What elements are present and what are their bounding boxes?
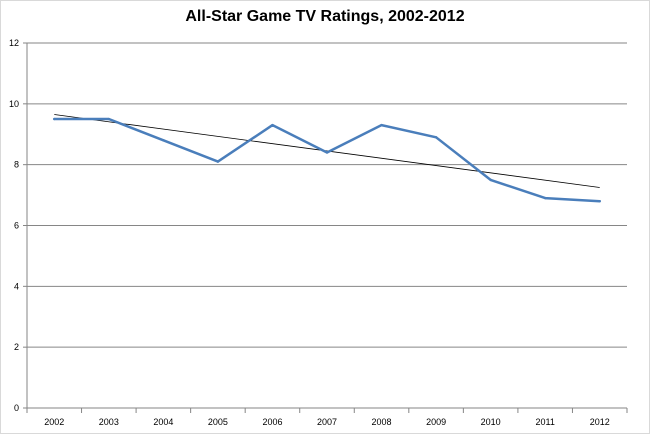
data-point (489, 178, 492, 182)
y-tick-label: 2 (14, 342, 19, 352)
y-tick-label: 0 (14, 403, 19, 413)
x-tick-label: 2004 (153, 417, 173, 427)
series-layer (53, 117, 601, 203)
data-point (271, 123, 274, 127)
y-tick-label: 8 (14, 160, 19, 170)
y-tick-label: 12 (9, 38, 19, 48)
data-point (325, 151, 329, 154)
x-tick-label: 2005 (208, 417, 228, 427)
chart-title: All-Star Game TV Ratings, 2002-2012 (185, 8, 465, 25)
trendline-layer (54, 114, 600, 188)
x-tick-label: 2006 (262, 417, 282, 427)
y-axis-tick-labels: 0 2 4 6 8 10 12 (9, 38, 19, 413)
y-tick-label: 10 (9, 99, 19, 109)
x-tick-label: 2011 (536, 417, 555, 427)
data-point (543, 196, 547, 200)
x-tick-label: 2002 (44, 417, 64, 427)
data-point (434, 136, 438, 139)
x-tick-label: 2012 (590, 417, 610, 427)
data-point (53, 117, 56, 121)
data-point (216, 160, 220, 163)
data-point (162, 139, 165, 142)
data-point (380, 123, 383, 127)
x-tick-label: 2007 (317, 417, 337, 427)
x-tick-label: 2003 (99, 417, 119, 427)
x-tick-label: 2010 (481, 417, 501, 427)
y-tick-label: 6 (14, 221, 19, 231)
data-point (107, 117, 111, 121)
data-point (598, 199, 601, 203)
x-axis-tick-labels: 2002 2003 2004 2005 2006 2007 2008 2009 2010 2011… (44, 417, 609, 427)
x-axis (26, 43, 628, 413)
y-tick-label: 4 (14, 281, 19, 291)
gridlines (23, 42, 627, 409)
x-tick-label: 2008 (372, 417, 392, 427)
x-tick-label: 2009 (426, 417, 446, 427)
trendline (54, 114, 600, 188)
series-line (53, 117, 601, 203)
